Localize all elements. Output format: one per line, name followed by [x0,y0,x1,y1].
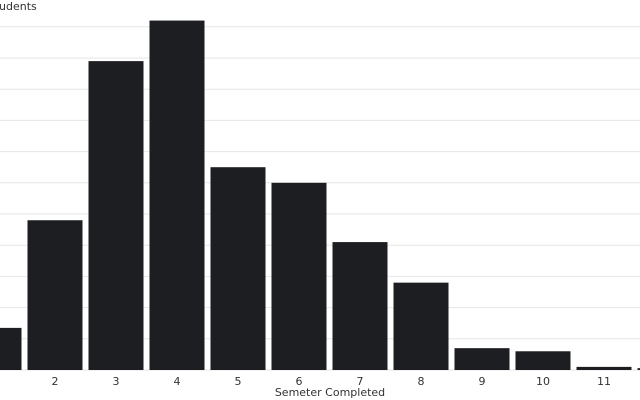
bar [271,182,327,370]
x-tick-label: 8 [418,375,425,388]
y-axis-label: udents [0,0,37,13]
x-tick-label: 6 [296,375,303,388]
bar [515,351,571,370]
x-tick-label: 3 [113,375,120,388]
bar [637,368,640,370]
x-tick-label: 10 [536,375,550,388]
x-tick-label: 2 [52,375,59,388]
x-tick-label: 9 [479,375,486,388]
bar [393,282,449,370]
x-tick-label: 11 [597,375,611,388]
bar [576,366,632,370]
bar [454,348,510,370]
bar [210,167,266,370]
bar [0,327,22,370]
x-tick-label: 5 [235,375,242,388]
bar [27,220,83,370]
bar [88,61,144,371]
bar [332,242,388,370]
bar [149,20,205,371]
x-tick-label: 7 [357,375,364,388]
x-tick-label: 4 [174,375,181,388]
x-axis-label: Semeter Completed [275,386,385,399]
